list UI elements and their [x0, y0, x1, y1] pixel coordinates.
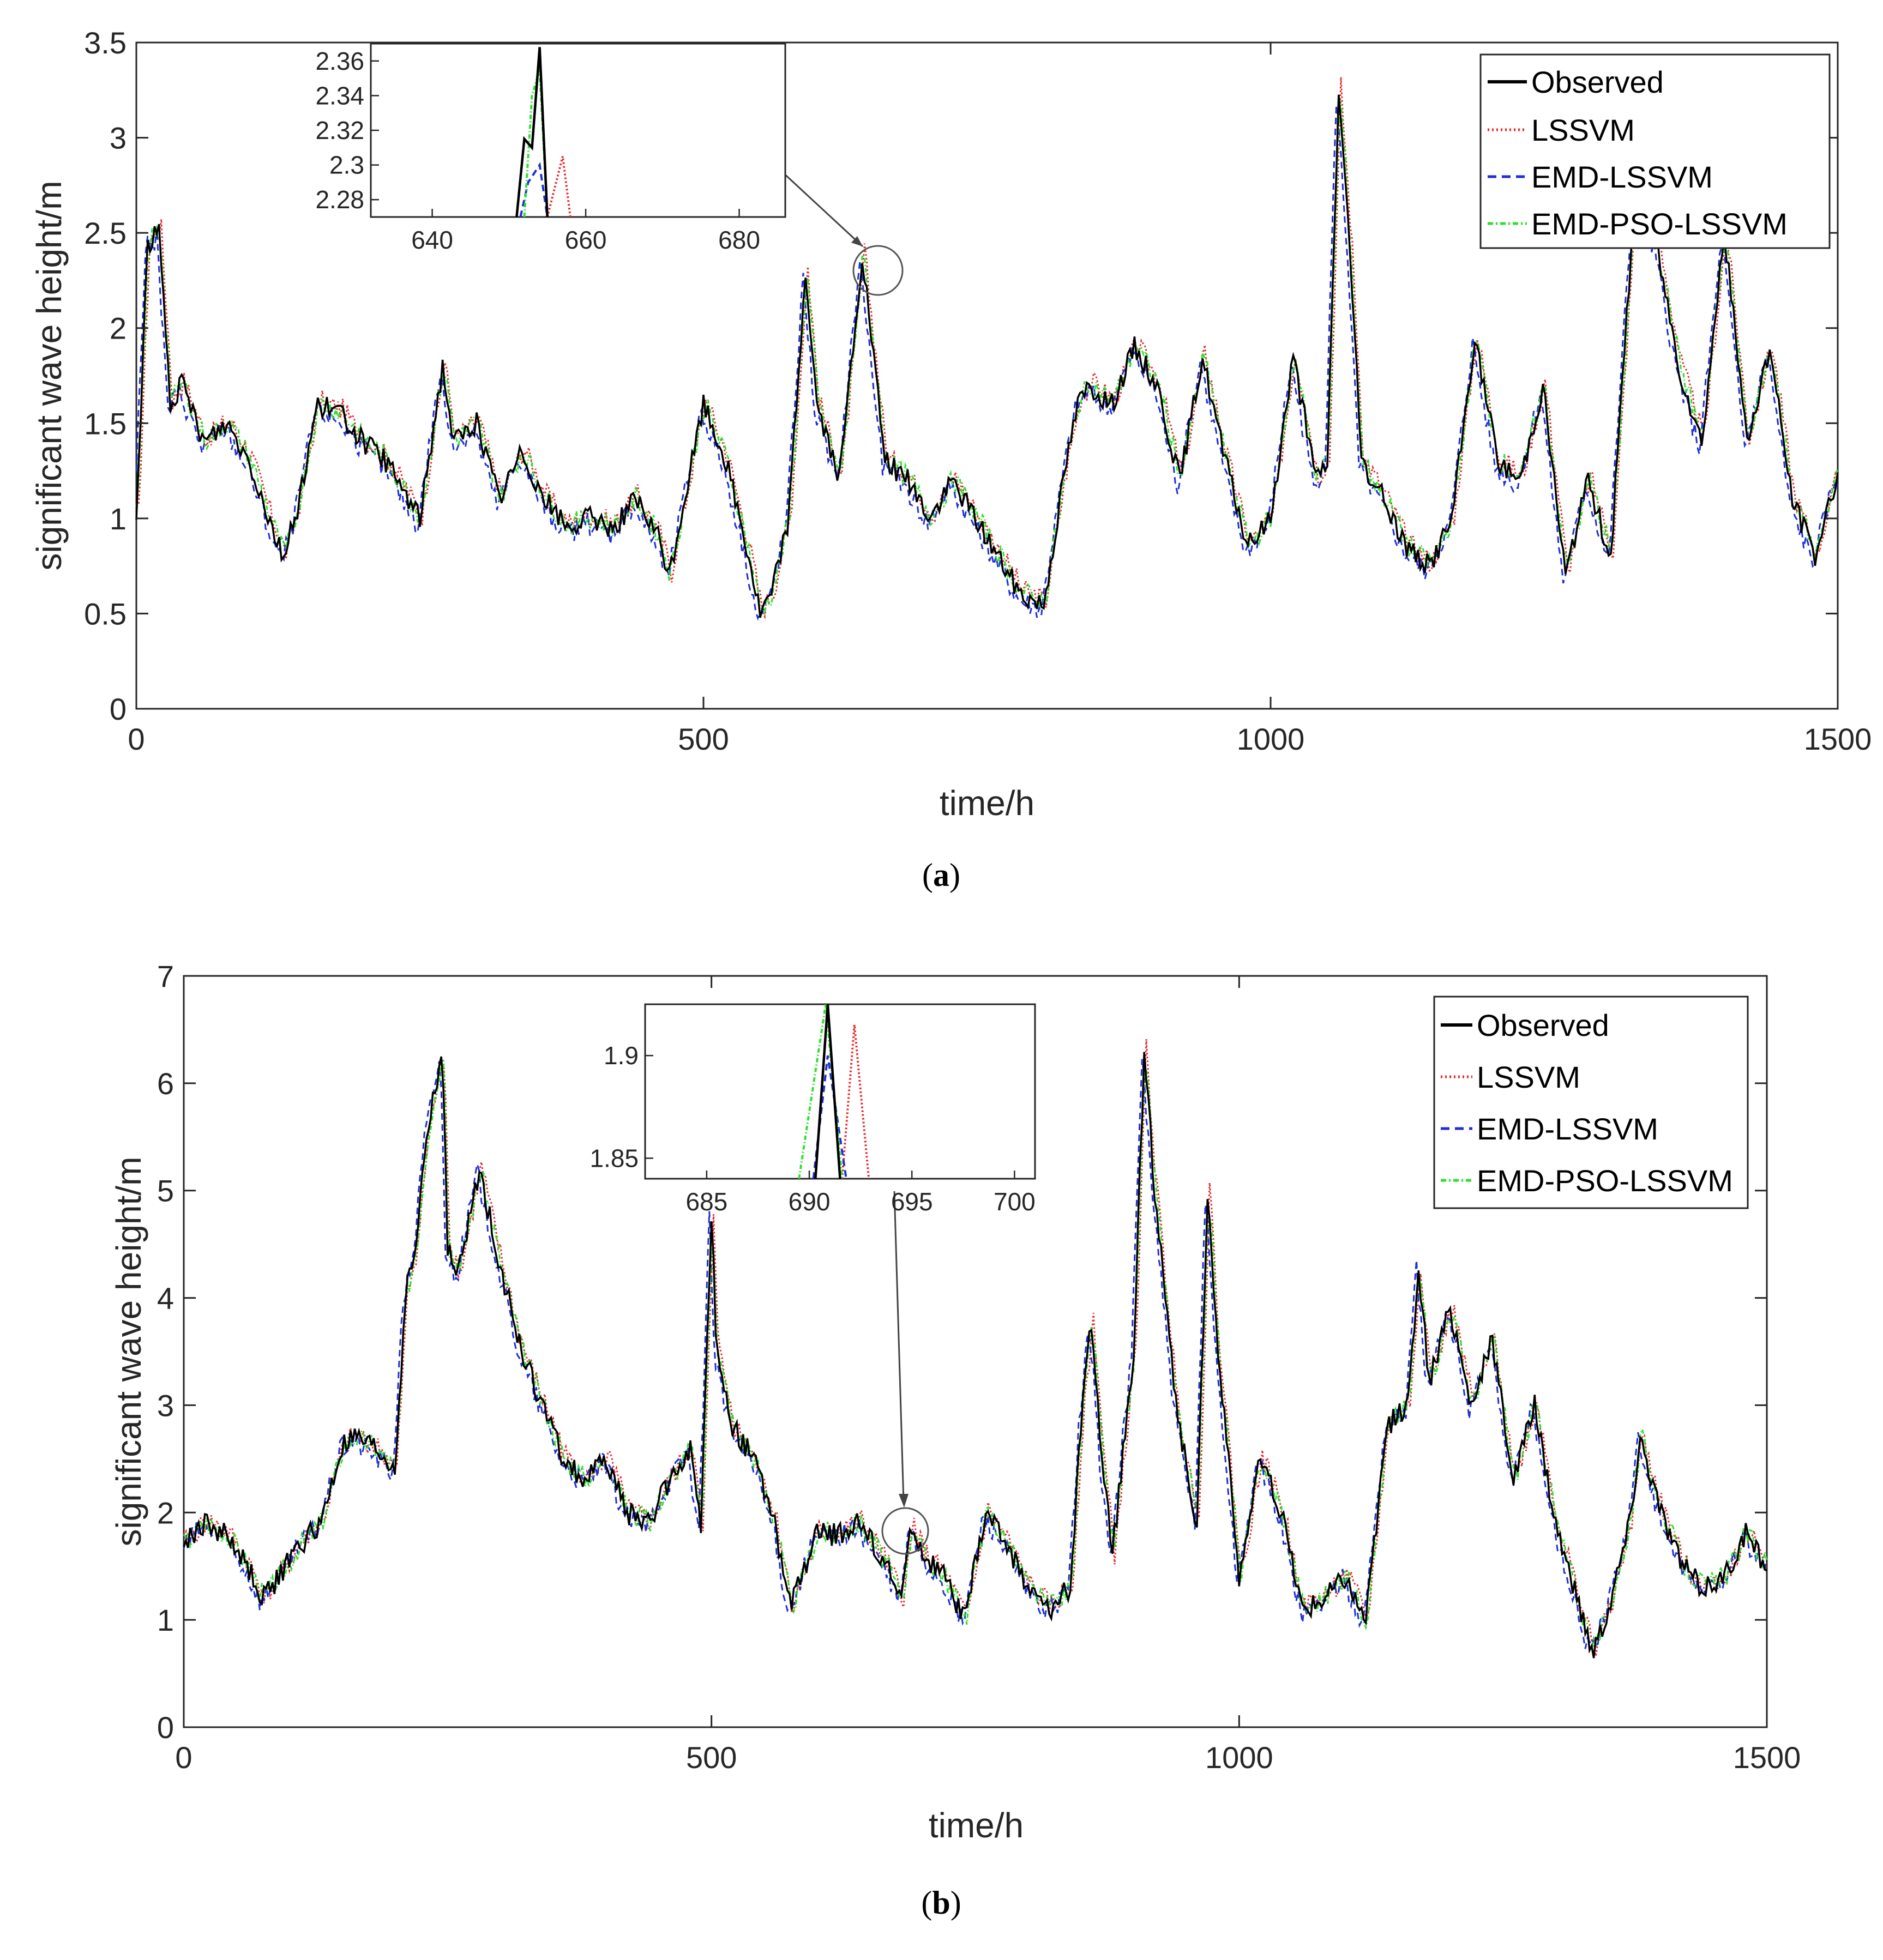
chart-a-inset-ytick-label: 2.28	[315, 185, 364, 214]
chart-a-ytick-label: 1.5	[84, 406, 127, 441]
chart-b-inset-xtick-label: 690	[789, 1187, 831, 1216]
chart-b-inset-ytick-label: 1.9	[604, 1041, 639, 1070]
chart-a-inset-series-emd-lssvm	[519, 162, 549, 218]
chart-a-xlabel: time/h	[940, 783, 1034, 823]
chart-b-legend: Observed LSSVM EMD-LSSVM EMD-PSO-LSSVM	[1433, 996, 1749, 1209]
chart-a-x-ticks: 0 500 1000 1500	[128, 43, 1872, 756]
chart-a-inset-series-lssvm	[546, 156, 571, 218]
chart-a-ytick-label: 1	[110, 502, 127, 536]
chart-a-inset-y-ticks: 2.28 2.3 2.32 2.34 2.36	[315, 47, 379, 214]
chart-a-ytick-label: 0	[110, 692, 127, 726]
legend-b-label-observed: Observed	[1477, 1008, 1609, 1042]
chart-a-inset-x-ticks: 640 660 680	[411, 209, 760, 254]
chart-a-ytick-label: 0.5	[84, 596, 127, 631]
chart-b-ytick-label: 2	[157, 1495, 174, 1530]
chart-a-inset-xtick-label: 660	[565, 226, 607, 254]
legend-b-label-emd-pso-lssvm: EMD-PSO-LSSVM	[1477, 1163, 1733, 1198]
chart-a-xtick-label: 500	[678, 722, 729, 756]
chart-b-ytick-label: 1	[157, 1603, 174, 1637]
chart-b-series-observed	[183, 1052, 1767, 1659]
chart-a: 0 0.5 1 1.5 2 2.5 3 3.5 0 500 1000 1500 time/h sig…	[29, 26, 1872, 893]
chart-b-xtick-label: 500	[686, 1740, 737, 1775]
chart-b-inset-frame	[644, 1003, 1036, 1180]
chart-b-inset-xtick-label: 700	[994, 1187, 1036, 1216]
chart-a-inset-ytick-label: 2.34	[315, 81, 364, 110]
chart-a-ylabel: significant wave height/m	[29, 180, 69, 570]
legend-a-label-emd-lssvm: EMD-LSSVM	[1531, 160, 1713, 194]
chart-a-xtick-label: 1000	[1237, 722, 1305, 756]
chart-b-inset-xtick-label: 695	[891, 1187, 933, 1216]
chart-a-series-observed	[135, 94, 1839, 618]
chart-b-y-ticks: 0 1 2 3 4 5 6 7	[157, 959, 1767, 1745]
chart-a-inset-ytick-label: 2.32	[315, 116, 364, 144]
legend-a-label-emd-pso-lssvm: EMD-PSO-LSSVM	[1531, 207, 1788, 241]
chart-a-ytick-label: 2.5	[84, 216, 127, 250]
chart-b-xtick-label: 1500	[1733, 1740, 1801, 1775]
chart-b-ytick-label: 4	[157, 1281, 174, 1316]
chart-a-inset-series-observed	[515, 47, 549, 218]
chart-a-caption: (a)	[922, 857, 960, 893]
chart-b-ytick-label: 0	[157, 1710, 174, 1745]
chart-b-inset-lines	[798, 1004, 870, 1179]
chart-a-zoom-arrow	[781, 171, 864, 248]
chart-a-series-lines	[135, 77, 1839, 621]
chart-a-zoom-circle	[852, 245, 904, 296]
legend-b-label-lssvm: LSSVM	[1477, 1060, 1580, 1094]
chart-a-xtick-label: 1500	[1804, 722, 1872, 756]
chart-a-zoom-arrowhead	[851, 236, 863, 246]
chart-b-zoom-circle	[881, 1507, 929, 1555]
chart-a-inset-ytick-label: 2.3	[329, 151, 364, 179]
chart-b-inset-y-ticks: 1.85 1.9	[589, 1041, 653, 1172]
chart-b-ytick-label: 6	[157, 1066, 174, 1101]
chart-b-x-ticks: 0 500 1000 1500	[175, 976, 1801, 1775]
chart-b-caption: (b)	[921, 1885, 961, 1921]
chart-a-inset: 2.28 2.3 2.32 2.34 2.36 640 660 680	[315, 43, 786, 254]
chart-b-inset-ytick-label: 1.85	[589, 1144, 639, 1172]
chart-b: 0 1 2 3 4 5 6 7 0 500 1000 1500 time/h significant…	[109, 959, 1801, 1921]
chart-b-inset-series-emd-lssvm	[812, 1055, 847, 1179]
chart-a-xtick-label: 0	[128, 722, 145, 756]
chart-b-zoom-arrow	[893, 1191, 905, 1503]
chart-b-zoom-arrowhead	[899, 1494, 909, 1507]
chart-a-inset-xtick-label: 640	[411, 226, 453, 254]
chart-b-inset: 1.85 1.9 685 690 695 700	[589, 1003, 1036, 1216]
chart-a-inset-lines	[515, 47, 571, 218]
chart-b-ylabel: significant wave height/m	[109, 1156, 148, 1546]
chart-a-legend: Observed LSSVM EMD-LSSVM EMD-PSO-LSSVM	[1479, 53, 1831, 249]
legend-a-label-lssvm: LSSVM	[1531, 113, 1635, 147]
chart-b-xlabel: time/h	[929, 1806, 1024, 1845]
chart-b-xtick-label: 0	[175, 1740, 192, 1775]
chart-a-ytick-label: 2	[110, 311, 127, 346]
chart-a-ytick-label: 3	[110, 121, 127, 155]
chart-a-ytick-label: 3.5	[84, 26, 127, 60]
chart-b-series-lines	[183, 1039, 1768, 1659]
chart-b-xtick-label: 1000	[1205, 1740, 1273, 1775]
chart-b-inset-series-observed	[814, 1004, 841, 1179]
chart-b-series-emd-lssvm	[183, 1059, 1768, 1649]
chart-b-inset-xtick-label: 685	[686, 1187, 728, 1216]
chart-a-inset-frame	[370, 43, 786, 218]
chart-a-inset-xtick-label: 680	[718, 226, 760, 254]
chart-b-ytick-label: 7	[157, 959, 174, 993]
chart-a-legend-box	[1479, 53, 1831, 249]
legend-a-label-observed: Observed	[1531, 65, 1664, 99]
chart-a-y-ticks: 0 0.5 1 1.5 2 2.5 3 3.5	[84, 26, 1838, 726]
chart-b-legend-box	[1433, 996, 1749, 1209]
legend-b-label-emd-lssvm: EMD-LSSVM	[1477, 1112, 1658, 1146]
chart-b-inset-x-ticks: 685 690 695 700	[686, 1171, 1036, 1216]
chart-b-ytick-label: 5	[157, 1174, 174, 1208]
chart-a-inset-ytick-label: 2.36	[315, 47, 364, 75]
chart-b-ytick-label: 3	[157, 1388, 174, 1422]
